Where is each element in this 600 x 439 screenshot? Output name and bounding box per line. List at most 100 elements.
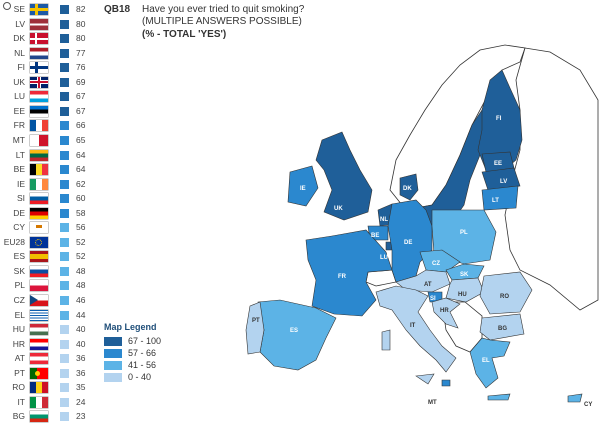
- ranking-country-code: UK: [13, 76, 25, 87]
- ranking-list: SE 82 LV 80 DK 80 NL 77 FI 76 UK 69 LU 67 EE 67 FR 66 MT 65…: [0, 0, 100, 439]
- map-label-IT: IT: [410, 323, 416, 329]
- unit-label: (% - TOTAL 'YES'): [142, 29, 227, 40]
- europe-map: IE UK FR ES PT BE NL LU DE DK SE FI EE L…: [245, 44, 599, 408]
- value-band-swatch: [60, 208, 69, 218]
- ranking-country-code: LU: [14, 91, 25, 102]
- value-band-swatch: [60, 339, 69, 349]
- region-DE: [387, 199, 433, 283]
- value-band-swatch: [60, 5, 69, 14]
- ranking-country-code: EE: [13, 105, 25, 116]
- flag-icon: [30, 91, 48, 103]
- ranking-row: UK 69: [0, 75, 100, 90]
- flag-icon: [30, 18, 48, 30]
- ranking-value: 60: [76, 193, 86, 204]
- ranking-country-code: LV: [15, 18, 25, 29]
- value-band-swatch: [60, 179, 69, 189]
- legend-item: 67 - 100: [104, 336, 214, 348]
- flag-icon: [30, 353, 48, 365]
- ranking-value: 56: [76, 222, 86, 233]
- map-label-AT: AT: [424, 282, 432, 288]
- ranking-row: PT 36: [0, 366, 100, 381]
- ranking-value: 24: [76, 396, 86, 407]
- region-HU: [445, 277, 485, 303]
- ranking-row: PL 48: [0, 278, 100, 293]
- ranking-country-code: AT: [14, 353, 25, 364]
- map-label-UK: UK: [334, 206, 343, 212]
- map-label-HR: HR: [440, 308, 449, 314]
- region-CY: [567, 393, 583, 403]
- map-label-ES: ES: [290, 328, 298, 334]
- region-IT-sardinia: [381, 329, 391, 351]
- region-RO: [479, 271, 533, 315]
- flag-icon: [30, 4, 48, 15]
- question-id: QB18: [104, 4, 131, 15]
- value-band-swatch: [60, 135, 69, 145]
- ranking-value: 66: [76, 120, 86, 131]
- region-LV: [481, 167, 521, 191]
- map-label-FR: FR: [338, 274, 347, 280]
- ranking-country-code: RO: [12, 382, 25, 393]
- flag-icon: [30, 207, 48, 219]
- legend-label: 0 - 40: [128, 372, 152, 382]
- ranking-country-code: ES: [13, 251, 25, 262]
- ranking-row: HU 40: [0, 322, 100, 337]
- ranking-value: 82: [76, 4, 86, 14]
- value-band-swatch: [60, 281, 69, 291]
- legend-item: 57 - 66: [104, 348, 214, 360]
- legend-swatch: [104, 361, 122, 370]
- ranking-value: 69: [76, 76, 86, 87]
- region-switzerland: [365, 269, 397, 287]
- map-legend: Map Legend 67 - 100 57 - 66 41 - 56 0 - …: [104, 322, 214, 384]
- ranking-country-code: PT: [14, 367, 25, 378]
- flag-icon: [30, 33, 48, 45]
- ranking-row: LT 64: [0, 148, 100, 163]
- ranking-value: 80: [76, 18, 86, 29]
- value-band-swatch: [60, 77, 69, 87]
- value-band-swatch: [60, 121, 69, 131]
- region-EL-crete: [487, 393, 511, 401]
- region-DK: [399, 173, 419, 201]
- map-label-LV: LV: [500, 179, 507, 185]
- ranking-country-code: SE: [13, 4, 25, 14]
- region-CZ: [419, 249, 461, 273]
- value-band-swatch: [60, 223, 69, 233]
- ranking-value: 44: [76, 309, 86, 320]
- region-FI: [477, 69, 523, 173]
- map-label-SE: SE: [439, 154, 447, 160]
- ranking-row: DE 58: [0, 206, 100, 221]
- legend-swatch: [104, 349, 122, 358]
- map-label-CZ: CZ: [432, 261, 440, 267]
- ranking-row: EU28 52: [0, 235, 100, 250]
- ranking-row: ES 52: [0, 249, 100, 264]
- region-LT: [481, 185, 519, 211]
- region-PL: [431, 209, 497, 265]
- map-label-SI: SI: [430, 296, 436, 302]
- ranking-country-code: HR: [12, 338, 25, 349]
- value-band-swatch: [60, 266, 69, 276]
- magnifier-icon[interactable]: [3, 2, 11, 10]
- legend-label: 41 - 56: [128, 360, 157, 370]
- value-band-swatch: [60, 296, 69, 305]
- question-text: Have you ever tried to quit smoking?: [142, 4, 305, 15]
- ranking-row: LU 67: [0, 89, 100, 104]
- ranking-row: SK 48: [0, 264, 100, 279]
- ranking-value: 77: [76, 47, 86, 58]
- legend-label: 67 - 100: [128, 336, 162, 346]
- value-band-swatch: [60, 165, 69, 175]
- value-band-swatch: [60, 194, 69, 204]
- ranking-value: 76: [76, 62, 86, 73]
- region-FR: [305, 229, 393, 317]
- flag-icon: [30, 295, 48, 306]
- ranking-row: FI 76: [0, 60, 100, 75]
- flag-icon: [30, 411, 48, 423]
- value-band-swatch: [60, 397, 69, 407]
- map-label-BG: BG: [498, 326, 507, 332]
- flag-icon: [30, 396, 48, 408]
- value-band-swatch: [60, 63, 69, 73]
- region-EL: [469, 337, 511, 389]
- ranking-row: NL 77: [0, 46, 100, 61]
- ranking-country-code: LT: [15, 149, 25, 160]
- ranking-value: 46: [76, 295, 86, 305]
- ranking-value: 62: [76, 178, 86, 189]
- value-band-swatch: [60, 310, 69, 320]
